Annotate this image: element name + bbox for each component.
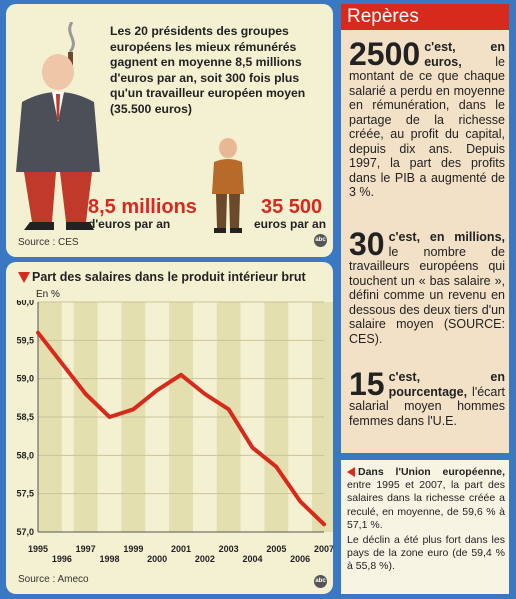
x-tick-label: 1998 xyxy=(99,554,119,564)
x-tick-label: 2006 xyxy=(290,554,310,564)
chart-title: Part des salaires dans le produit intéri… xyxy=(32,270,306,284)
x-tick-label: 2003 xyxy=(219,544,239,554)
x-tick-label: 1999 xyxy=(123,544,143,554)
worker-pay-amount: 35 500 xyxy=(261,196,323,218)
x-tick-label: 2004 xyxy=(242,554,262,564)
data-point xyxy=(60,361,64,365)
data-point xyxy=(131,407,135,411)
y-tick-label: 58,0 xyxy=(16,450,34,460)
y-axis-unit: En % xyxy=(36,289,60,300)
repere-lead: c'est, en pourcentage, xyxy=(388,370,505,399)
ceo-pay-amount: 8,5 millions xyxy=(88,196,197,218)
x-tick-label: 2005 xyxy=(266,544,286,554)
publisher-badge: abc xyxy=(314,234,327,247)
x-tick-label: 1996 xyxy=(52,554,72,564)
ceo-pay-panel: Les 20 présidents des groupes européens … xyxy=(6,4,333,257)
y-tick-label: 60,0 xyxy=(16,300,34,307)
data-point xyxy=(84,392,88,396)
y-tick-label: 59,0 xyxy=(16,374,34,384)
summary-text-1: entre 1995 et 2007, la part des salaires… xyxy=(347,479,505,531)
data-point xyxy=(107,415,112,419)
x-tick-label: 1997 xyxy=(76,544,96,554)
ceo-pay-unit: d'euros par an xyxy=(88,217,171,231)
data-point xyxy=(250,446,255,450)
data-point xyxy=(155,388,159,392)
y-tick-label: 57,0 xyxy=(16,527,34,537)
wage-share-line-chart: 60,0 59,5 59,0 58,5 58,0 57,5 57,0 1995 1996 1997… xyxy=(16,300,333,564)
data-point xyxy=(298,499,302,503)
summary-box: Dans l'Union européenne, entre 1995 et 2… xyxy=(341,460,509,594)
worker-illustration xyxy=(212,138,244,233)
repere-lead: c'est, en euros, xyxy=(424,40,505,69)
data-point xyxy=(179,373,183,377)
repere-text: le nombre de travailleurs européens qui … xyxy=(349,244,505,346)
wage-share-chart-panel: Part des salaires dans le produit intéri… xyxy=(6,262,333,594)
x-tick-label: 1995 xyxy=(28,544,48,554)
summary-heading: Dans l'Union européenne, xyxy=(358,466,505,478)
repere-number: 2500 xyxy=(349,36,421,72)
repere-text: l'écart salarial moyen hommes femmes dan… xyxy=(349,384,505,428)
data-point xyxy=(227,407,231,411)
arrow-left-icon xyxy=(347,467,355,478)
ceo-illustration xyxy=(16,22,100,230)
repere-item: 30 c'est, en millions, le nombre de trav… xyxy=(349,226,505,346)
data-point xyxy=(322,522,326,526)
publisher-badge: abc xyxy=(314,575,327,588)
y-tick-label: 57,5 xyxy=(16,489,34,499)
x-tick-label: 2002 xyxy=(195,554,215,564)
y-tick-label: 59,5 xyxy=(16,335,34,345)
repere-number: 30 xyxy=(349,226,385,262)
data-point xyxy=(274,465,278,469)
repere-number: 15 xyxy=(349,366,385,402)
data-point xyxy=(203,392,207,396)
source-ameco: Source : Ameco xyxy=(18,574,89,585)
repere-text: le montant de ce que chaque salarié a pe… xyxy=(349,54,505,200)
summary-text-2: Le déclin a été plus fort dans les pays … xyxy=(347,534,505,573)
data-point xyxy=(36,331,40,335)
repere-item: 2500 c'est, en euros, le montant de ce q… xyxy=(349,36,505,200)
reperes-column: Repères 2500 c'est, en euros, le montant… xyxy=(341,4,509,453)
x-tick-label: 2007 xyxy=(314,544,333,554)
repere-item: 15 c'est, en pourcentage, l'écart salari… xyxy=(349,366,505,428)
source-ces: Source : CES xyxy=(18,237,79,248)
worker-pay-unit: euros par an xyxy=(254,217,327,231)
y-tick-label: 58,5 xyxy=(16,412,34,422)
intro-text: Les 20 présidents des groupes européens … xyxy=(110,24,306,116)
repere-lead: c'est, en millions, xyxy=(388,230,505,244)
title-arrow-icon xyxy=(18,272,30,283)
reperes-heading: Repères xyxy=(341,4,509,30)
x-tick-label: 2001 xyxy=(171,544,191,554)
x-tick-label: 2000 xyxy=(147,554,167,564)
